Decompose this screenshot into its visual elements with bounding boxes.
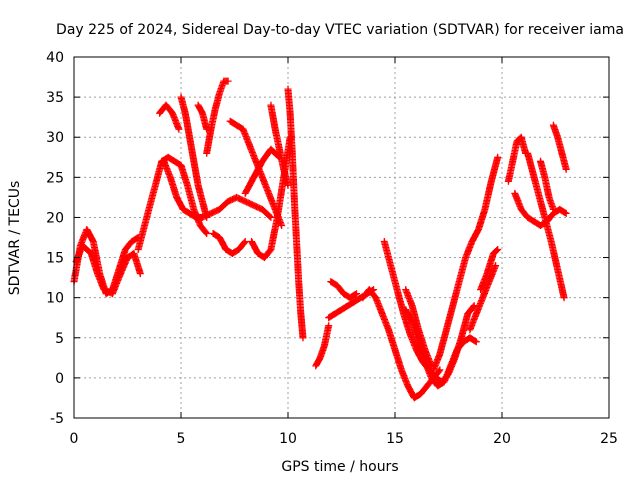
data-series-trace-17 xyxy=(327,278,360,302)
y-tick-label: 35 xyxy=(46,90,64,106)
data-series-trace-6 xyxy=(177,93,211,221)
x-tick-label: 0 xyxy=(70,431,79,447)
x-tick-label: 20 xyxy=(493,431,511,447)
data-series-trace-23 xyxy=(466,262,500,334)
data-series-trace-24 xyxy=(477,246,502,294)
data-series-trace-29 xyxy=(549,121,570,173)
data-series-trace-22 xyxy=(430,153,502,374)
y-tick-label: 10 xyxy=(46,291,64,307)
x-axis-label: GPS time / hours xyxy=(281,459,398,475)
x-tick-label: 15 xyxy=(386,431,404,447)
data-series-trace-14 xyxy=(284,85,307,342)
data-series-trace-9 xyxy=(209,230,249,257)
data-series-trace-2 xyxy=(72,242,144,298)
y-tick-label: 40 xyxy=(46,50,64,66)
data-series-trace-5 xyxy=(156,101,183,133)
grid-lines xyxy=(74,57,609,418)
x-tick-label: 10 xyxy=(279,431,297,447)
x-tick-label: 25 xyxy=(600,431,618,447)
data-series-trace-18 xyxy=(359,286,444,402)
data-series-trace-15 xyxy=(312,322,333,370)
data-series-trace-21 xyxy=(402,286,435,370)
data-series-trace-28 xyxy=(537,157,557,213)
y-tick-label: 5 xyxy=(55,331,64,347)
data-series-trace-7 xyxy=(194,101,211,133)
data-series-trace-4 xyxy=(160,157,275,221)
y-tick-label: 15 xyxy=(46,251,64,267)
data-series-trace-3 xyxy=(134,153,211,253)
y-tick-label: 30 xyxy=(46,130,64,146)
y-tick-label: -5 xyxy=(50,411,64,427)
data-series-trace-27 xyxy=(524,149,568,302)
y-tick-label: 20 xyxy=(46,210,64,226)
chart-title: Day 225 of 2024, Sidereal Day-to-day VTE… xyxy=(56,22,624,38)
plot-frame xyxy=(73,56,610,419)
x-tick-label: 5 xyxy=(177,431,186,447)
data-series-trace-13 xyxy=(267,101,292,189)
data-series-trace-12 xyxy=(241,145,283,197)
data-series-trace-20 xyxy=(402,306,480,390)
y-tick-label: 0 xyxy=(55,371,64,387)
axis-ticks: 0 5 10 15 20 25 -5 0 5 10 15 20 25 30 35 40 xyxy=(46,50,618,447)
data-series-trace-8 xyxy=(203,77,232,157)
data-points xyxy=(70,77,570,402)
y-tick-label: 25 xyxy=(46,170,64,186)
data-series-trace-25 xyxy=(504,133,529,185)
y-axis-label: SDTVAR / TECUs xyxy=(7,181,23,296)
